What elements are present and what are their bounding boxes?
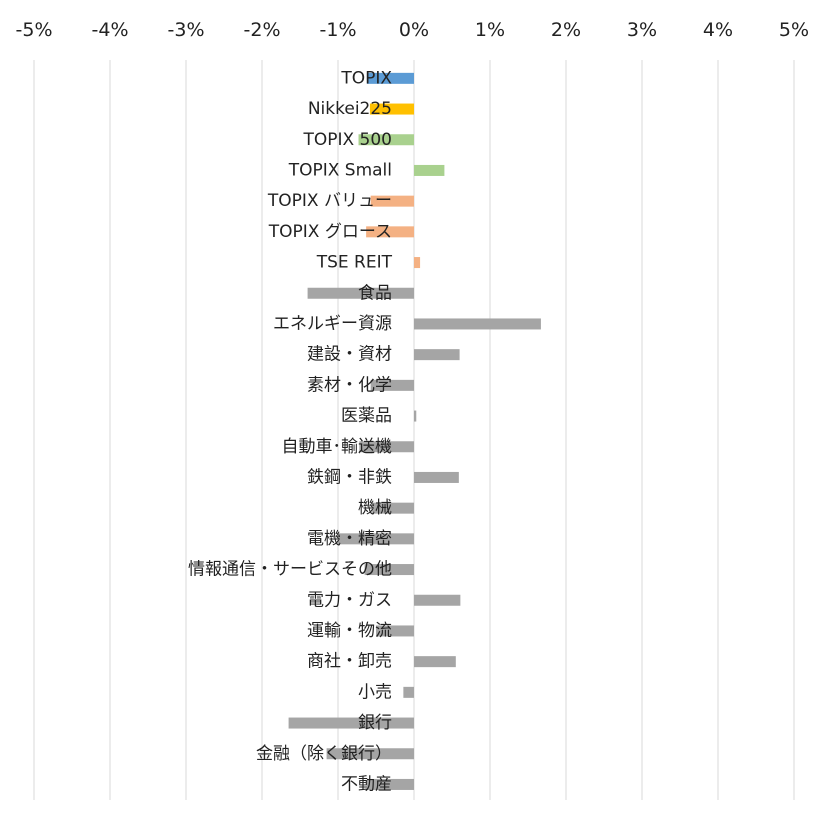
category-label: 金融（除く銀行） [256, 744, 392, 764]
category-label: 素材・化学 [307, 375, 392, 395]
category-label: 食品 [358, 283, 392, 303]
bar [369, 103, 414, 115]
x-tick-label: 3% [627, 19, 657, 41]
bar [359, 441, 414, 453]
bar [372, 502, 414, 514]
bar [307, 287, 414, 299]
category-label: 不動産 [341, 774, 392, 794]
bar [358, 134, 414, 146]
category-label: Nikkei225 [308, 99, 392, 119]
category-label: 情報通信・サービスその他 [188, 560, 392, 580]
bar [370, 195, 414, 207]
category-label: エネルギー資源 [273, 314, 392, 334]
bar [414, 594, 461, 606]
x-tick-label: 4% [703, 19, 733, 41]
bar [288, 717, 414, 729]
bar [414, 410, 417, 422]
gridlines [33, 60, 795, 800]
x-tick-label: 2% [551, 19, 581, 41]
bar [414, 349, 460, 361]
category-label: TOPIX Small [288, 160, 392, 180]
category-label: 商社・卸売 [307, 652, 392, 672]
bar [366, 72, 414, 84]
category-labels: TOPIX Nikkei225 TOPIX 500 TOPIX Small TOPIX … [188, 68, 393, 794]
bar [366, 778, 414, 790]
bars [288, 72, 541, 790]
category-label: 電機・精密 [307, 529, 392, 549]
bar [366, 226, 414, 238]
x-tick-label: -1% [320, 19, 357, 41]
category-label: TOPIX 500 [302, 130, 392, 150]
bar [414, 656, 456, 668]
x-tick-label: -4% [92, 19, 129, 41]
x-tick-label: -2% [244, 19, 281, 41]
category-label: 電力・ガス [307, 590, 392, 610]
bar [414, 257, 421, 269]
x-tick-label: -3% [168, 19, 205, 41]
category-label: TOPIX [340, 68, 392, 88]
category-label: TSE REIT [316, 253, 393, 273]
x-tick-label: -5% [16, 19, 53, 41]
bar [403, 686, 414, 698]
bar [364, 564, 414, 576]
x-tick-label: 5% [779, 19, 809, 41]
category-label: 機械 [358, 498, 392, 518]
category-label: 鉄鋼・非鉄 [307, 467, 392, 487]
bar [414, 318, 541, 330]
bar [338, 533, 414, 545]
category-label: 医薬品 [341, 406, 392, 426]
category-label: 自動車･輸送機 [282, 437, 393, 457]
category-label: 小売 [358, 682, 392, 702]
bar [326, 748, 414, 760]
bar [370, 379, 414, 391]
category-label: 銀行 [358, 713, 392, 733]
bar [414, 471, 459, 483]
bar [376, 625, 414, 637]
category-label: TOPIX バリュー [267, 191, 392, 211]
x-tick-label: 0% [399, 19, 429, 41]
x-tick-label: 1% [475, 19, 505, 41]
category-label: 運輸・物流 [307, 621, 392, 641]
category-label: 建設・資材 [307, 345, 392, 365]
x-axis-tick-labels: -5% -4% -3% -2% -1% 0% 1% 2% 3% 4% 5% [16, 19, 810, 41]
bar [414, 164, 445, 176]
category-label: TOPIX グロース [268, 222, 392, 242]
